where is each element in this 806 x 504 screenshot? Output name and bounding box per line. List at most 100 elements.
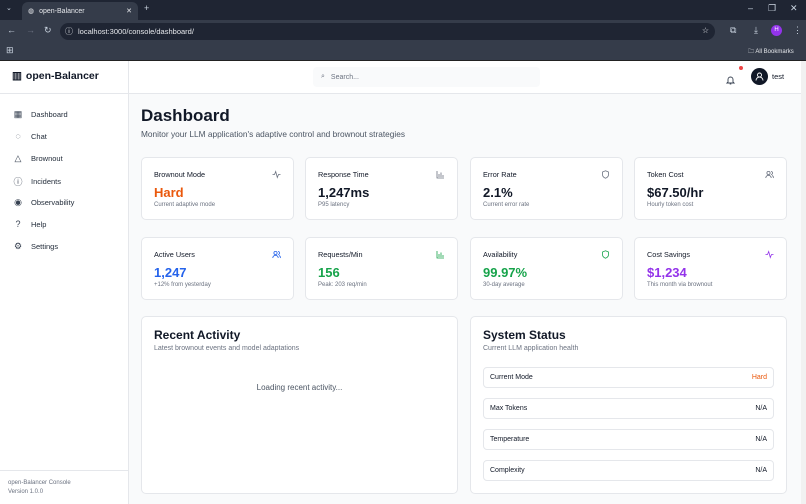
- card-value: Hard: [154, 185, 184, 200]
- browser-tab[interactable]: ◍ open-Balancer ✕: [22, 2, 138, 20]
- sidebar-item-dashboard[interactable]: ▦ Dashboard: [13, 109, 68, 120]
- eye-icon: ◉: [14, 197, 22, 207]
- sidebar-item-observability[interactable]: ◉ Observability: [13, 197, 74, 208]
- sidebar-item-brownout[interactable]: △ Brownout: [13, 153, 63, 164]
- page-title: Dashboard: [141, 106, 230, 125]
- metric-card: Active Users 1,247 +12% from yesterday: [141, 237, 294, 300]
- bookmarks-label: All Bookmarks: [755, 49, 794, 55]
- status-subtitle: Current LLM application health: [483, 345, 579, 352]
- sidebar: ▥ open-Balancer ▦ Dashboard ◌ Chat △ Brownou…: [0, 61, 129, 504]
- profile-avatar[interactable]: H: [771, 25, 782, 36]
- users-icon: [765, 170, 774, 179]
- new-tab-icon[interactable]: +: [144, 3, 150, 13]
- sidebar-item-incidents[interactable]: ⓘ Incidents: [13, 175, 61, 188]
- all-bookmarks[interactable]: 🗀 All Bookmarks: [748, 49, 794, 55]
- nav-label: Help: [31, 219, 47, 229]
- card-subtitle: P95 latency: [318, 202, 350, 208]
- bell-icon[interactable]: [725, 72, 736, 85]
- user-avatar[interactable]: [751, 68, 768, 85]
- status-label: Temperature: [490, 436, 530, 443]
- card-title: Cost Savings: [647, 250, 690, 259]
- metric-card: Error Rate 2.1% Current error rate: [470, 157, 623, 220]
- warning-icon: △: [14, 153, 22, 163]
- card-subtitle: This month via brownout: [647, 282, 713, 288]
- metric-card: Token Cost $67.50/hr Hourly token cost: [634, 157, 787, 220]
- activity-subtitle: Latest brownout events and model adaptat…: [154, 345, 300, 352]
- card-subtitle: +12% from yesterday: [154, 282, 211, 288]
- card-title: Token Cost: [647, 170, 684, 179]
- metric-card: Availability 99.97% 30-day average: [470, 237, 623, 300]
- search-input[interactable]: ⌕ Search...: [313, 67, 540, 87]
- reload-icon[interactable]: ↻: [44, 25, 52, 35]
- activity-icon: [272, 170, 281, 179]
- restore-icon[interactable]: ❐: [768, 3, 777, 13]
- nav-label: Chat: [31, 131, 47, 141]
- close-tab-icon[interactable]: ✕: [126, 8, 132, 15]
- card-title: Requests/Min: [318, 250, 363, 259]
- nav-label: Settings: [31, 242, 59, 251]
- metric-card: Cost Savings $1,234 This month via brown…: [634, 237, 787, 300]
- gear-icon: ⚙: [13, 241, 23, 251]
- card-subtitle: Current error rate: [483, 202, 530, 208]
- search-placeholder: Search...: [330, 73, 359, 81]
- system-status-panel: System Status Current LLM application he…: [470, 316, 787, 494]
- nav-label: Dashboard: [31, 110, 68, 119]
- shield-icon: [601, 250, 610, 259]
- url-input[interactable]: localhost:3000/console/dashboard/ ⓘ ☆: [60, 23, 715, 40]
- building-icon: ▥: [12, 70, 22, 82]
- bookmarks-bar: ⊞ 🗀 All Bookmarks: [0, 42, 806, 61]
- bar-chart-icon: [436, 170, 445, 179]
- bookmark-star-icon[interactable]: ☆: [701, 26, 709, 35]
- extensions-icon[interactable]: ⧉: [730, 25, 737, 35]
- url-text: localhost:3000/console/dashboard/: [78, 27, 194, 36]
- card-title: Response Time: [318, 170, 369, 179]
- brand[interactable]: ▥ open-Balancer: [12, 70, 99, 82]
- status-value: N/A: [755, 405, 767, 412]
- user-icon: [755, 72, 764, 81]
- card-value: 1,247: [154, 265, 187, 280]
- browser-tab-bar: ⌄ ◍ open-Balancer ✕ + – ❐ ✕: [0, 0, 806, 20]
- card-value: 2.1%: [483, 185, 513, 200]
- close-window-icon[interactable]: ✕: [790, 3, 798, 13]
- loading-text: Loading recent activity...: [256, 383, 343, 392]
- search-icon: ⌕: [321, 73, 325, 80]
- message-icon: ◌: [15, 131, 21, 141]
- nav-label: Brownout: [31, 154, 63, 163]
- user-name[interactable]: test: [772, 72, 785, 81]
- footer-name: open-Balancer Console: [8, 480, 71, 486]
- globe-icon: ◍: [28, 8, 35, 15]
- tab-search-icon[interactable]: ⌄: [6, 5, 12, 12]
- download-icon[interactable]: ⤓: [754, 25, 758, 35]
- tab-title: open-Balancer: [39, 7, 85, 15]
- status-row-current-mode: Current Mode Hard: [483, 367, 774, 388]
- activity-title: Recent Activity: [154, 328, 241, 342]
- card-subtitle: Hourly token cost: [647, 202, 694, 208]
- sidebar-item-chat[interactable]: ◌ Chat: [13, 131, 47, 141]
- status-row-max-tokens: Max Tokens N/A: [483, 398, 774, 419]
- app-header: ⌕ Search... test: [129, 61, 801, 94]
- status-title: System Status: [483, 328, 566, 342]
- card-subtitle: 30-day average: [483, 282, 525, 288]
- metric-card: Brownout Mode Hard Current adaptive mode: [141, 157, 294, 220]
- site-info-icon[interactable]: ⓘ: [65, 27, 73, 36]
- status-value: N/A: [755, 436, 767, 443]
- forward-icon[interactable]: →: [26, 25, 35, 35]
- menu-icon[interactable]: ⋮: [793, 25, 802, 35]
- back-icon[interactable]: ←: [7, 25, 16, 35]
- status-value: Hard: [751, 374, 767, 381]
- brand-name: open-Balancer: [25, 70, 99, 82]
- minimize-icon[interactable]: –: [748, 3, 754, 13]
- scrollbar[interactable]: [801, 61, 806, 504]
- sidebar-item-settings[interactable]: ⚙ Settings: [13, 241, 58, 252]
- card-title: Active Users: [154, 250, 195, 259]
- card-value: $1,234: [647, 265, 687, 280]
- sidebar-item-help[interactable]: ? Help: [13, 219, 46, 229]
- bar-chart-icon: [436, 250, 445, 259]
- sidebar-footer: open-Balancer Console Version 1.0.0: [8, 479, 71, 496]
- apps-icon[interactable]: ⊞: [6, 45, 14, 55]
- footer-version: Version 1.0.0: [8, 488, 44, 495]
- nav-label: Incidents: [31, 177, 62, 186]
- status-label: Current Mode: [490, 374, 533, 381]
- status-label: Max Tokens: [490, 405, 528, 412]
- shield-icon: [601, 170, 610, 179]
